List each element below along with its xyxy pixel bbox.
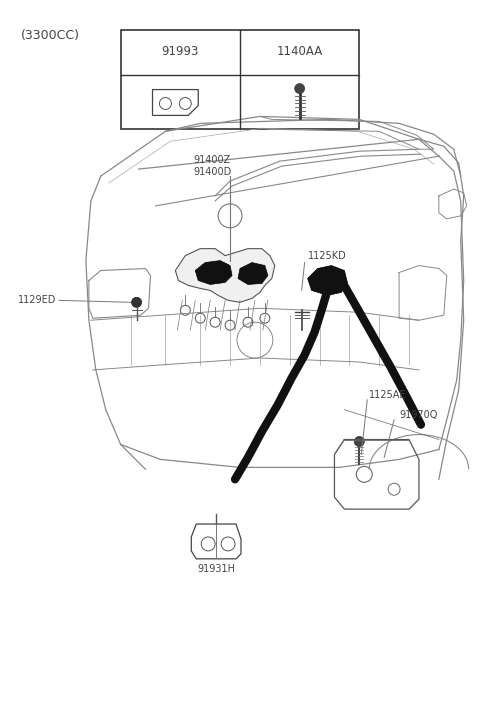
Text: 1129ED: 1129ED bbox=[18, 295, 56, 305]
Circle shape bbox=[295, 83, 305, 93]
Text: 1125AE: 1125AE bbox=[369, 390, 407, 400]
Text: 91970Q: 91970Q bbox=[399, 410, 437, 420]
Text: 1125KD: 1125KD bbox=[308, 251, 347, 261]
Text: 91400Z
91400D: 91400Z 91400D bbox=[193, 155, 231, 177]
Text: (3300CC): (3300CC) bbox=[21, 29, 80, 42]
Polygon shape bbox=[238, 263, 268, 284]
Polygon shape bbox=[308, 266, 348, 295]
Text: 91931H: 91931H bbox=[197, 564, 235, 574]
Polygon shape bbox=[195, 261, 232, 284]
Text: 91993: 91993 bbox=[162, 45, 199, 58]
Bar bbox=[120, 30, 360, 129]
Circle shape bbox=[132, 297, 142, 307]
Text: 1140AA: 1140AA bbox=[276, 45, 323, 58]
Circle shape bbox=[354, 437, 364, 447]
Polygon shape bbox=[175, 248, 275, 302]
